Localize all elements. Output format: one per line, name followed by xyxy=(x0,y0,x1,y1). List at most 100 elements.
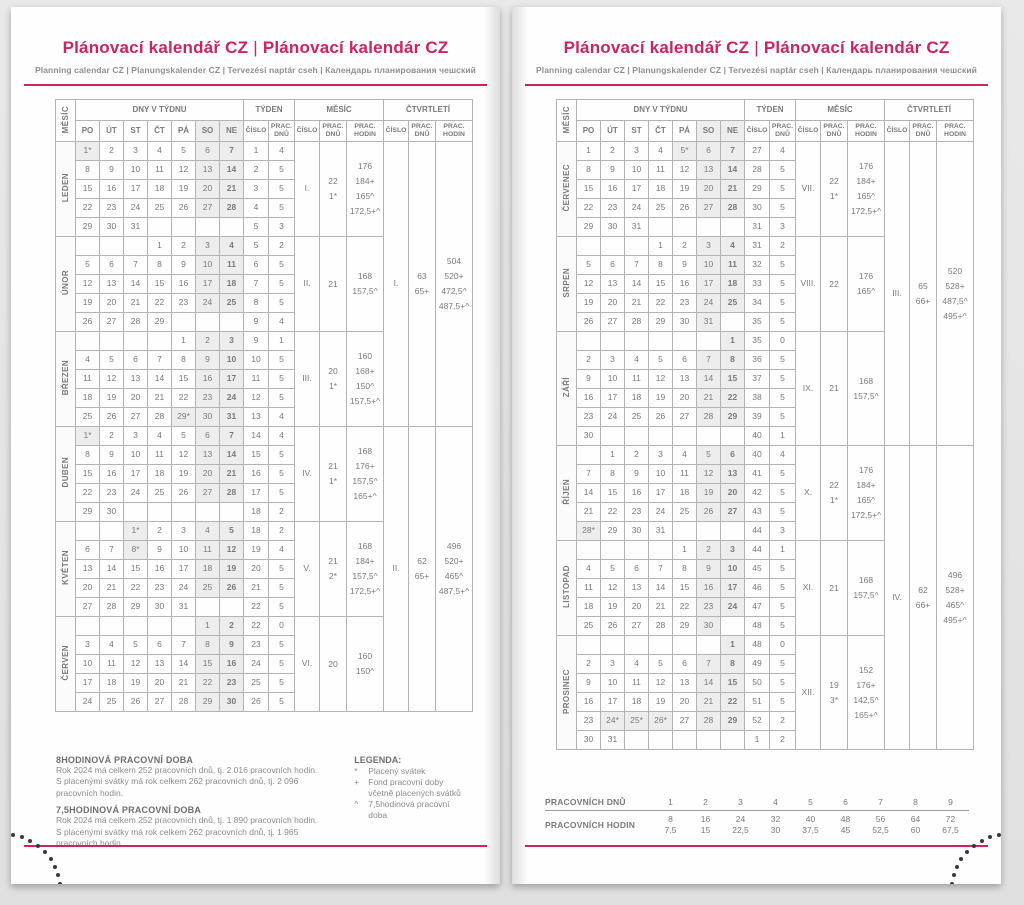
month-workdays-cell-line: 1* xyxy=(328,476,338,486)
day-cell xyxy=(576,635,601,655)
week-row: 5 6 7 8 9 10 11 32 5 xyxy=(557,255,974,275)
day-cell: 13 xyxy=(195,160,220,180)
month-number-cell: XI. xyxy=(795,540,821,636)
week-workdays-cell: 0 xyxy=(769,635,796,655)
day-cell: 20 xyxy=(123,388,148,408)
day-cell: 27 xyxy=(99,312,124,332)
day-cell xyxy=(696,635,721,655)
week-workdays-cell: 5 xyxy=(268,350,295,370)
day-cell: 15 xyxy=(195,654,220,674)
day-cell: 8 xyxy=(147,255,172,275)
day-cell: 12 xyxy=(600,578,625,598)
week-number-cell: 21 xyxy=(243,578,269,598)
table-body: ČERVENEC 1 2 3 4 5* 6 7 27 4 VII. 22 1* 176 184+ 165^ 17… xyxy=(556,141,974,750)
quarter-workdays-cell: 65 66+ xyxy=(909,141,937,446)
legend-title: LEGENDA: xyxy=(354,755,402,765)
day-cell: 10 xyxy=(123,445,148,465)
day-cell xyxy=(720,730,745,750)
week-number-cell: 10 xyxy=(243,350,269,370)
perforation-dot xyxy=(996,832,1001,837)
day-cell: 20 xyxy=(624,597,649,617)
day-cell: 15 xyxy=(720,673,745,693)
month-workdays-cell-line: 1* xyxy=(829,191,839,201)
day-cell xyxy=(600,635,625,655)
day-cell: 14 xyxy=(624,274,649,294)
weekday-header-út: ÚT xyxy=(600,120,625,142)
week-workdays-cell: 0 xyxy=(268,616,295,636)
day-cell: 5 xyxy=(696,445,721,465)
quarter-workhours-cell-line: 528+ xyxy=(945,280,965,291)
workdays-value: 5 xyxy=(808,797,813,807)
week-row: 15 16 17 18 19 20 21 29 5 xyxy=(557,179,974,199)
quarter-workhours-cell: 496 528+ 465^ 495+^ xyxy=(936,445,974,750)
month-workhours-cell-line: 157,5+^ xyxy=(349,396,381,406)
week-group: TÝDEN xyxy=(243,99,295,121)
week-row: 7 8 9 10 11 12 13 41 5 xyxy=(557,464,974,484)
day-cell: 17 xyxy=(123,179,148,199)
day-cell: 13 xyxy=(600,274,625,294)
calendar-table-mount-right: MĚSÍC DNY V TÝDNU TÝDEN MĚSÍC ČTVRTLETÍ PO ÚT S… xyxy=(556,99,1001,750)
month-workhours-cell-line: 168 xyxy=(357,446,373,456)
day-cell: 28 xyxy=(147,407,172,427)
day-cell xyxy=(720,312,745,332)
hours-7-5: 67,5 xyxy=(942,825,959,835)
day-cell: 21 xyxy=(171,673,196,693)
day-cell: 7 xyxy=(576,464,601,484)
month-workhours-cell: 168 157,5^ xyxy=(847,331,885,446)
month-workdays-cell-line: 21 xyxy=(829,383,839,393)
weekday-header-st: ST xyxy=(123,120,148,142)
day-cell: 11 xyxy=(147,160,172,180)
day-cell: 3 xyxy=(195,236,220,256)
day-cell: 1 xyxy=(648,236,673,256)
month-workdays-header: PRAC. DNŮ xyxy=(319,120,347,142)
day-cell: 11 xyxy=(624,673,649,693)
day-cell: 2 xyxy=(147,521,172,541)
week-number-cell: 1 xyxy=(243,141,269,161)
day-cell: 7 xyxy=(219,426,244,446)
day-cell: 22 xyxy=(600,502,625,522)
head-row-columns: PO ÚT ST ČT PÁ SO NE ČÍSLO PRAC. DNŮ ČÍSLO PRAC. D… xyxy=(557,120,974,142)
day-cell: 29 xyxy=(75,502,100,522)
day-cell: 13 xyxy=(99,274,124,294)
day-cell xyxy=(99,521,124,541)
day-cell xyxy=(720,616,745,636)
day-cell: 17 xyxy=(195,274,220,294)
week-number-cell: 11 xyxy=(243,369,269,389)
quarter-workdays-cell: 63 65+ xyxy=(408,141,436,427)
eight-hour-title: 8HODINOVÁ PRACOVNÍ DOBA xyxy=(56,755,194,765)
week-number-cell: 1 xyxy=(744,730,770,750)
day-cell xyxy=(147,331,172,351)
week-workdays-cell: 5 xyxy=(769,407,796,427)
month-workhours-cell-line: 168 xyxy=(858,575,874,585)
day-cell: 2 xyxy=(624,445,649,465)
day-cell: 25 xyxy=(195,578,220,598)
day-cell: 26 xyxy=(600,616,625,636)
month-number-cell: VIII. xyxy=(795,236,821,332)
week-workdays-cell: 5 xyxy=(769,179,796,199)
day-cell xyxy=(648,331,673,351)
day-cell: 14 xyxy=(171,654,196,674)
week-workdays-cell: 2 xyxy=(268,236,295,256)
week-workdays-cell: 5 xyxy=(268,255,295,275)
day-cell: 2 xyxy=(672,236,697,256)
day-cell: 25 xyxy=(576,616,601,636)
month-workhours-cell-line: 172,5+^ xyxy=(349,586,381,596)
week-number-cell: 40 xyxy=(744,426,770,446)
week-row: 22 23 24 25 26 27 28 4 5 xyxy=(56,198,473,218)
month-workdays-cell-line: 22 xyxy=(829,278,839,289)
day-cell: 15 xyxy=(648,274,673,294)
perforation-dot xyxy=(972,843,977,848)
weekday-header-st: ST xyxy=(624,120,649,142)
day-cell: 29 xyxy=(576,217,601,237)
day-cell: 4 xyxy=(624,350,649,370)
day-cell xyxy=(624,236,649,256)
day-cell: 24 xyxy=(624,198,649,218)
day-cell: 3 xyxy=(123,141,148,161)
week-workdays-cell: 5 xyxy=(769,654,796,674)
day-cell: 7 xyxy=(123,255,148,275)
workhours-values: 8 7,5 16 15 24 22,5 32 30 40 37,5 48 45 56 52,5 64 60 72… xyxy=(653,814,969,836)
day-cell: 1 xyxy=(720,331,745,351)
day-cell: 12 xyxy=(171,160,196,180)
hours-7-5: 52,5 xyxy=(872,825,889,835)
day-cell: 9 xyxy=(600,160,625,180)
